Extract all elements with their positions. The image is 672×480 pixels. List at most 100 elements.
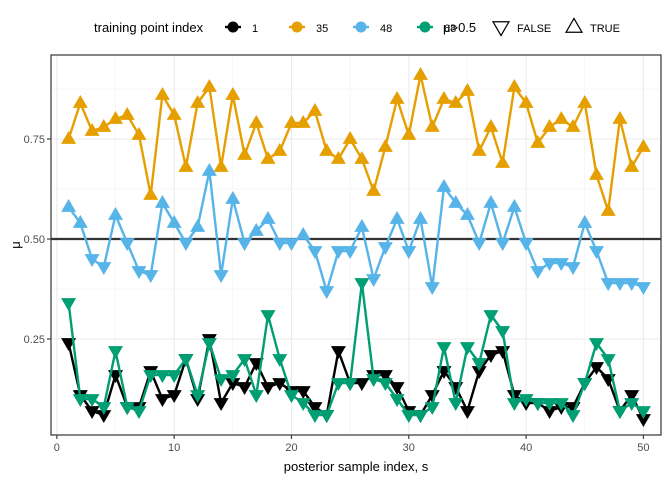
legend-shape-title: μ>0.5 xyxy=(443,20,476,35)
series-48 xyxy=(61,162,651,300)
data-point-down xyxy=(354,378,370,392)
data-point-up xyxy=(154,86,170,100)
data-point-up xyxy=(225,190,241,204)
legend: training point index 1 35 48 68 μ>0.5 FALSE… xyxy=(94,17,620,37)
series-layer xyxy=(61,66,651,428)
data-point-down xyxy=(307,410,323,424)
data-point-up xyxy=(389,90,405,104)
legend-label: 48 xyxy=(380,23,392,35)
legend-key-dot xyxy=(419,21,431,33)
x-tick-label: 40 xyxy=(520,442,532,454)
legend-shape-label: FALSE xyxy=(517,23,551,35)
data-point-down xyxy=(448,398,464,412)
data-point-up xyxy=(225,86,241,100)
legend-item-1: 1 xyxy=(225,21,258,35)
data-point-up xyxy=(448,94,464,108)
legend-item-68: 68 xyxy=(417,21,456,35)
data-point-up xyxy=(483,194,499,208)
data-point-down xyxy=(635,406,651,420)
data-point-up xyxy=(154,194,170,208)
data-point-up xyxy=(330,150,346,164)
y-tick-label: 0.75 xyxy=(24,134,45,146)
data-point-down xyxy=(96,262,112,276)
x-tick-label: 0 xyxy=(54,442,60,454)
data-point-down xyxy=(600,354,616,368)
data-point-down xyxy=(518,238,534,252)
data-point-down xyxy=(588,338,604,352)
y-tick-label: 0.50 xyxy=(24,234,45,246)
data-point-up xyxy=(61,130,77,144)
legend-color-title: training point index xyxy=(94,20,204,35)
data-point-down xyxy=(530,266,546,280)
data-point-down xyxy=(260,310,276,324)
data-point-down xyxy=(61,298,77,312)
data-point-down xyxy=(342,246,358,260)
legend-shape-false: FALSE xyxy=(491,21,551,37)
data-point-down xyxy=(154,370,170,384)
data-point-up xyxy=(424,118,440,132)
data-point-down xyxy=(377,370,393,384)
data-point-down xyxy=(530,398,546,412)
data-point-up xyxy=(201,162,217,176)
data-point-up xyxy=(436,90,452,104)
data-point-up xyxy=(72,214,88,228)
data-point-up xyxy=(354,218,370,232)
data-point-down xyxy=(330,346,346,360)
data-point-down xyxy=(495,326,511,340)
data-point-down xyxy=(635,282,651,296)
data-point-down xyxy=(213,270,229,284)
data-point-down xyxy=(389,382,405,396)
data-point-up xyxy=(342,130,358,144)
data-point-down xyxy=(600,278,616,292)
data-point-down xyxy=(459,406,475,420)
data-point-up xyxy=(166,106,182,120)
data-point-down xyxy=(612,278,628,292)
data-point-up xyxy=(260,150,276,164)
data-point-down xyxy=(495,238,511,252)
data-point-down xyxy=(237,354,253,368)
data-point-up xyxy=(190,218,206,232)
data-point-down xyxy=(518,394,534,408)
data-point-down xyxy=(295,398,311,412)
data-point-up xyxy=(72,94,88,108)
data-point-down xyxy=(237,382,253,396)
data-point-up xyxy=(295,114,311,128)
data-point-up xyxy=(377,138,393,152)
data-point-down xyxy=(319,410,335,424)
data-point-up xyxy=(401,126,417,140)
legend-shape-label: TRUE xyxy=(590,23,620,35)
data-point-down xyxy=(542,398,558,412)
data-point-down xyxy=(295,386,311,400)
data-point-down xyxy=(225,378,241,392)
data-point-up xyxy=(166,214,182,228)
data-point-up xyxy=(413,210,429,224)
data-point-up xyxy=(483,118,499,132)
data-point-up xyxy=(495,154,511,168)
data-point-down xyxy=(119,402,135,416)
data-point-up xyxy=(413,66,429,80)
data-point-down xyxy=(330,246,346,260)
x-axis: 0 10 20 30 40 50 xyxy=(54,435,650,454)
data-point-down xyxy=(553,258,569,272)
legend-label: 68 xyxy=(444,23,456,35)
data-point-down xyxy=(377,378,393,392)
data-point-down xyxy=(96,410,112,424)
data-point-up xyxy=(260,210,276,224)
legend-item-35: 35 xyxy=(289,21,328,35)
data-point-up xyxy=(612,110,628,124)
data-point-down xyxy=(272,378,288,392)
data-point-down xyxy=(260,382,276,396)
data-point-up xyxy=(190,94,206,108)
data-point-down xyxy=(436,342,452,356)
legend-shape-items: FALSE TRUE xyxy=(491,17,620,37)
data-point-down xyxy=(213,398,229,412)
data-point-up xyxy=(178,158,194,172)
data-point-down xyxy=(542,406,558,420)
data-point-down xyxy=(424,282,440,296)
data-point-up xyxy=(248,222,264,236)
data-point-up xyxy=(295,226,311,240)
legend-triangle-up xyxy=(564,17,584,33)
data-point-up xyxy=(542,118,558,132)
data-point-down xyxy=(72,394,88,408)
data-point-up xyxy=(624,158,640,172)
